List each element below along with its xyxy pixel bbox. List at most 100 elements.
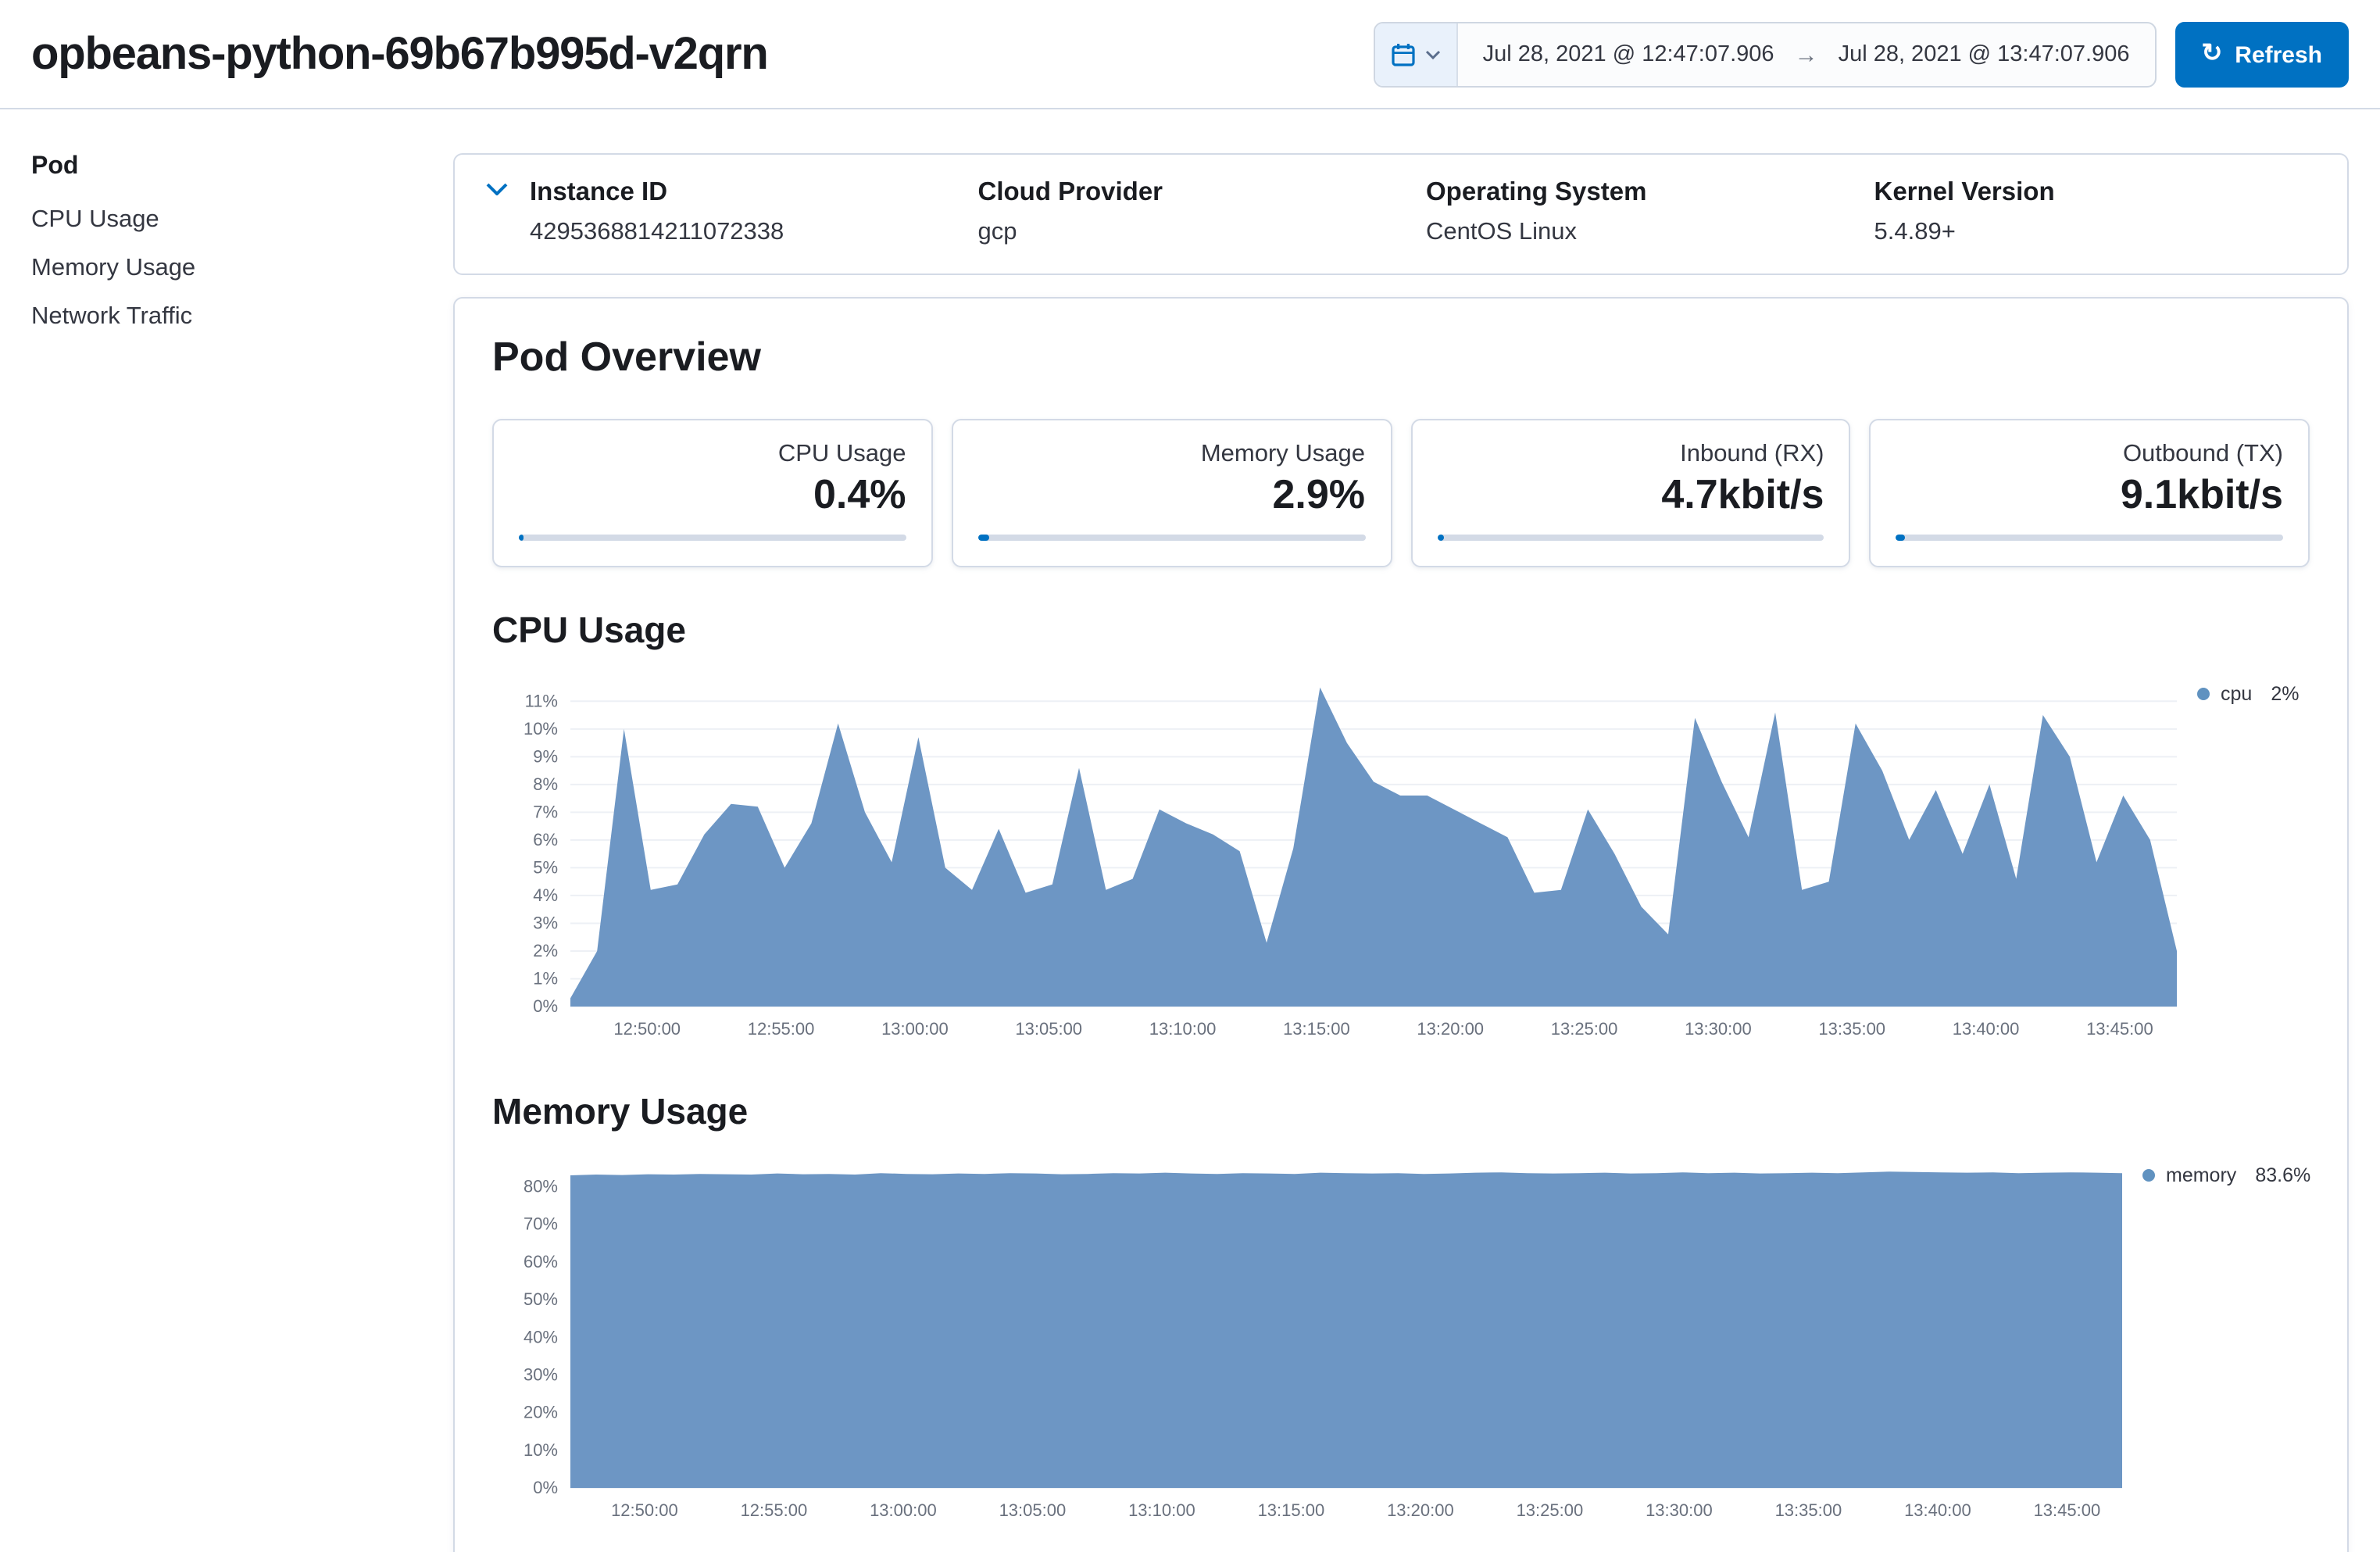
chevron-down-icon <box>1425 50 1440 59</box>
svg-text:13:25:00: 13:25:00 <box>1517 1500 1584 1520</box>
memory-usage-chart-row: 0% 10% 20% 30% 40% 50% 60% 70% 80% 12:50:00 12:55:… <box>492 1155 2310 1530</box>
svg-text:2%: 2% <box>533 941 558 960</box>
metric-card-memory-usage: Memory Usage 2.9% <box>951 419 1392 567</box>
metric-value: 2.9% <box>1272 470 1365 517</box>
memory-usage-chart: 0% 10% 20% 30% 40% 50% 60% 70% 80% 12:50:00 12:55:… <box>524 1171 2122 1520</box>
legend-dot-icon <box>2142 1169 2155 1182</box>
metadata-label: Cloud Provider <box>977 178 1163 206</box>
metadata-label: Instance ID <box>530 178 668 206</box>
metric-progress-fill <box>1437 535 1445 541</box>
svg-text:13:05:00: 13:05:00 <box>1015 1019 1082 1039</box>
svg-text:12:50:00: 12:50:00 <box>611 1500 678 1520</box>
metadata-value: gcp <box>977 219 1017 245</box>
metadata-field-instance-id: Instance ID 4295368814211072338 <box>530 178 978 247</box>
arrow-right-icon: → <box>1794 41 1818 68</box>
page-header: opbeans-python-69b67b995d-v2qrn Jul 28, … <box>0 0 2380 109</box>
svg-text:10%: 10% <box>524 1440 558 1460</box>
cpu-legend-item[interactable]: cpu 2% <box>2197 683 2299 705</box>
svg-text:10%: 10% <box>524 719 558 738</box>
metric-progress-bar <box>519 535 906 541</box>
svg-text:13:35:00: 13:35:00 <box>1818 1019 1885 1039</box>
cpu-usage-section-title: CPU Usage <box>492 610 686 650</box>
metadata-value: CentOS Linux <box>1426 219 1577 245</box>
metadata-value: 4295368814211072338 <box>530 219 784 245</box>
cpu-usage-chart-row: 0% 1% 2% 3% 4% 5% 6% 7% 8% 9% 10% 11% 12:50:00 12:55:… <box>492 674 2310 1049</box>
pod-overview-card: Pod Overview CPU Usage 0.4% Memory Usage… <box>453 297 2349 1552</box>
legend-dot-icon <box>2197 688 2210 700</box>
svg-text:13:20:00: 13:20:00 <box>1387 1500 1454 1520</box>
refresh-icon: ↻ <box>2201 41 2223 67</box>
svg-text:13:10:00: 13:10:00 <box>1128 1500 1195 1520</box>
metric-progress-fill <box>1896 535 1906 541</box>
metadata-field-operating-system: Operating System CentOS Linux <box>1426 178 1874 247</box>
svg-text:0%: 0% <box>533 1478 558 1497</box>
header-controls: Jul 28, 2021 @ 12:47:07.906 → Jul 28, 20… <box>1373 22 2349 88</box>
cpu-usage-chart: 0% 1% 2% 3% 4% 5% 6% 7% 8% 9% 10% 11% 12:50:00 12:55:… <box>524 687 2177 1039</box>
metric-progress-bar <box>1896 535 2283 541</box>
metric-progress-bar <box>1437 535 1824 541</box>
svg-text:60%: 60% <box>524 1252 558 1271</box>
svg-text:40%: 40% <box>524 1327 558 1346</box>
legend-series-name: memory <box>2166 1164 2237 1186</box>
svg-text:13:30:00: 13:30:00 <box>1646 1500 1713 1520</box>
svg-text:13:45:00: 13:45:00 <box>2034 1500 2101 1520</box>
metric-progress-fill <box>977 535 989 541</box>
metric-card-outbound-tx: Outbound (TX) 9.1kbit/s <box>1869 419 2310 567</box>
legend-series-name: cpu <box>2221 683 2253 705</box>
metadata-label: Kernel Version <box>1874 178 2055 206</box>
metadata-field-cloud-provider: Cloud Provider gcp <box>978 178 1427 247</box>
pod-overview-title: Pod Overview <box>492 333 761 380</box>
metric-label: Memory Usage <box>1200 441 1365 467</box>
metric-card-cpu-usage: CPU Usage 0.4% <box>492 419 933 567</box>
chevron-down-icon <box>486 183 508 195</box>
svg-text:1%: 1% <box>533 968 558 988</box>
sidebar-item-cpu-usage[interactable]: CPU Usage <box>31 206 159 233</box>
page-title: opbeans-python-69b67b995d-v2qrn <box>31 29 769 79</box>
metric-label: CPU Usage <box>777 441 906 467</box>
svg-text:70%: 70% <box>524 1214 558 1234</box>
metric-label: Outbound (TX) <box>2122 441 2283 467</box>
svg-text:13:40:00: 13:40:00 <box>1904 1500 1971 1520</box>
svg-text:4%: 4% <box>533 885 558 905</box>
metric-card-inbound-rx: Inbound (RX) 4.7kbit/s <box>1410 419 1851 567</box>
metadata-panel: Instance ID 4295368814211072338 Cloud Pr… <box>453 153 2349 275</box>
end-date-button[interactable]: Jul 28, 2021 @ 13:47:07.906 <box>1838 42 2130 67</box>
metric-value: 9.1kbit/s <box>2120 470 2283 517</box>
svg-text:0%: 0% <box>533 996 558 1016</box>
content: Pod CPU Usage Memory Usage Network Traff… <box>0 109 2380 1552</box>
svg-text:30%: 30% <box>524 1364 558 1384</box>
svg-text:12:55:00: 12:55:00 <box>741 1500 808 1520</box>
collapse-metadata-button[interactable] <box>477 178 530 197</box>
svg-text:8%: 8% <box>533 774 558 794</box>
svg-text:13:15:00: 13:15:00 <box>1283 1019 1350 1039</box>
main: Instance ID 4295368814211072338 Cloud Pr… <box>453 153 2349 1552</box>
calendar-icon <box>1392 44 1415 66</box>
svg-text:13:20:00: 13:20:00 <box>1417 1019 1484 1039</box>
metric-cards: CPU Usage 0.4% Memory Usage 2.9% <box>492 419 2310 567</box>
svg-text:13:40:00: 13:40:00 <box>1953 1019 2020 1039</box>
svg-text:20%: 20% <box>524 1403 558 1422</box>
memory-legend-item[interactable]: memory 83.6% <box>2142 1164 2310 1186</box>
sidebar-heading: Pod <box>31 153 79 180</box>
svg-text:13:35:00: 13:35:00 <box>1775 1500 1842 1520</box>
metric-label: Inbound (RX) <box>1680 441 1824 467</box>
metric-progress-bar <box>977 535 1365 541</box>
svg-text:7%: 7% <box>533 802 558 821</box>
sidebar-item-network-traffic[interactable]: Network Traffic <box>31 303 193 330</box>
svg-text:50%: 50% <box>524 1289 558 1309</box>
legend-series-value: 2% <box>2271 683 2300 705</box>
refresh-button[interactable]: ↻ Refresh <box>2175 22 2349 88</box>
metric-progress-fill <box>519 535 524 541</box>
start-date-button[interactable]: Jul 28, 2021 @ 12:47:07.906 <box>1482 42 1774 67</box>
date-picker[interactable]: Jul 28, 2021 @ 12:47:07.906 → Jul 28, 20… <box>1373 22 2157 88</box>
date-picker-toggle[interactable] <box>1374 23 1458 86</box>
svg-text:12:50:00: 12:50:00 <box>613 1019 681 1039</box>
svg-text:5%: 5% <box>533 857 558 877</box>
svg-text:13:30:00: 13:30:00 <box>1685 1019 1752 1039</box>
metadata-value: 5.4.89+ <box>1874 219 1956 245</box>
svg-text:6%: 6% <box>533 830 558 849</box>
svg-text:11%: 11% <box>525 691 558 710</box>
svg-text:13:05:00: 13:05:00 <box>999 1500 1067 1520</box>
sidebar-item-memory-usage[interactable]: Memory Usage <box>31 255 196 281</box>
